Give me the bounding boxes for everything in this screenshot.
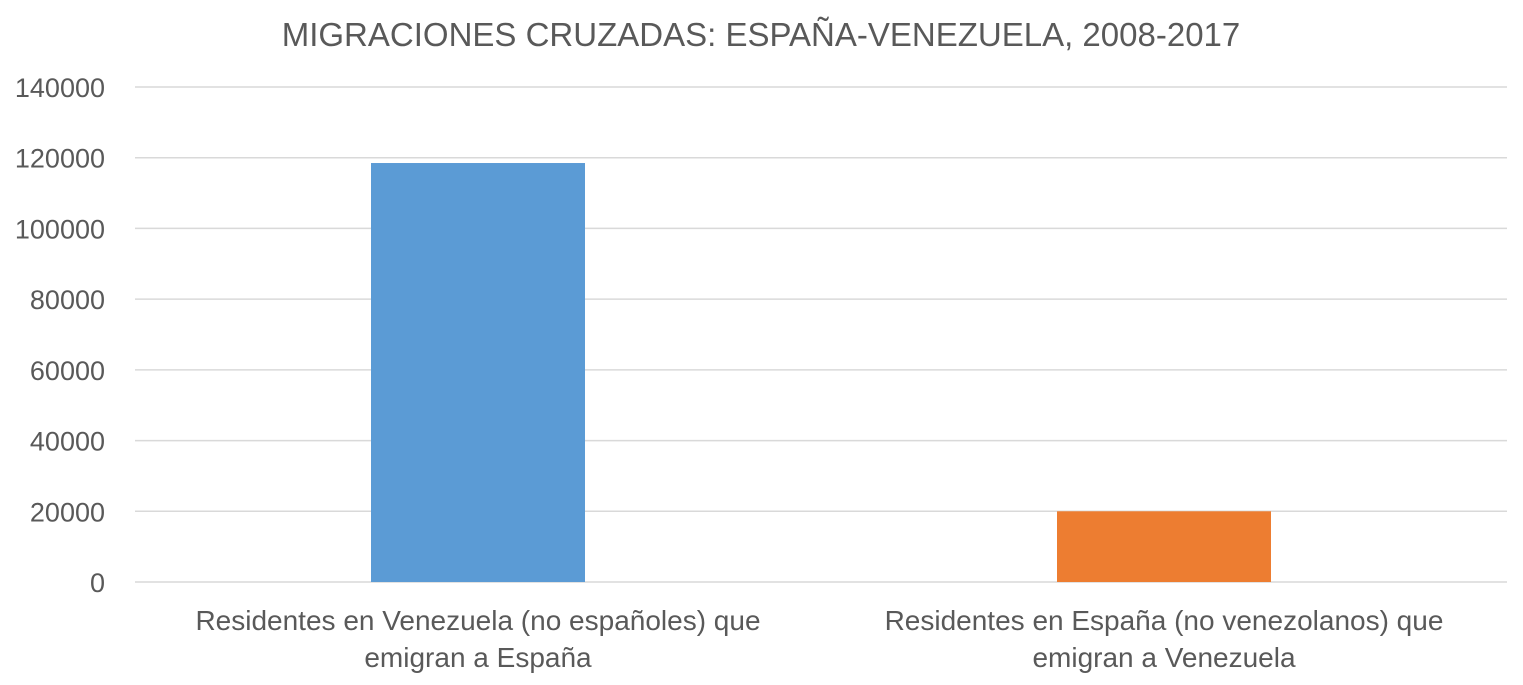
bars bbox=[371, 163, 1271, 582]
y-tick-label: 100000 bbox=[15, 214, 105, 244]
y-tick-label: 60000 bbox=[30, 356, 105, 386]
gridlines bbox=[135, 86, 1507, 583]
y-tick-label: 40000 bbox=[30, 427, 105, 457]
y-axis-tick-labels: 0 20000 40000 60000 80000 100000 120000 140000 bbox=[15, 73, 105, 598]
y-tick-label: 140000 bbox=[15, 73, 105, 103]
y-tick-label: 0 bbox=[90, 568, 105, 598]
x-category-label-1-line-1: Residentes en Venezuela (no españoles) q… bbox=[195, 605, 760, 636]
y-tick-label: 120000 bbox=[15, 144, 105, 174]
x-axis-category-labels: Residentes en Venezuela (no españoles) q… bbox=[195, 605, 1443, 673]
y-tick-label: 80000 bbox=[30, 285, 105, 315]
x-category-label-2-line-2: emigran a Venezuela bbox=[1032, 642, 1296, 673]
y-tick-label: 20000 bbox=[30, 497, 105, 527]
x-category-label-1-line-2: emigran a España bbox=[364, 642, 592, 673]
x-category-label-2-line-1: Residentes en España (no venezolanos) qu… bbox=[885, 605, 1444, 636]
chart-title: MIGRACIONES CRUZADAS: ESPAÑA-VENEZUELA, … bbox=[282, 16, 1241, 53]
bar-2 bbox=[1057, 511, 1271, 582]
bar-1 bbox=[371, 163, 585, 582]
